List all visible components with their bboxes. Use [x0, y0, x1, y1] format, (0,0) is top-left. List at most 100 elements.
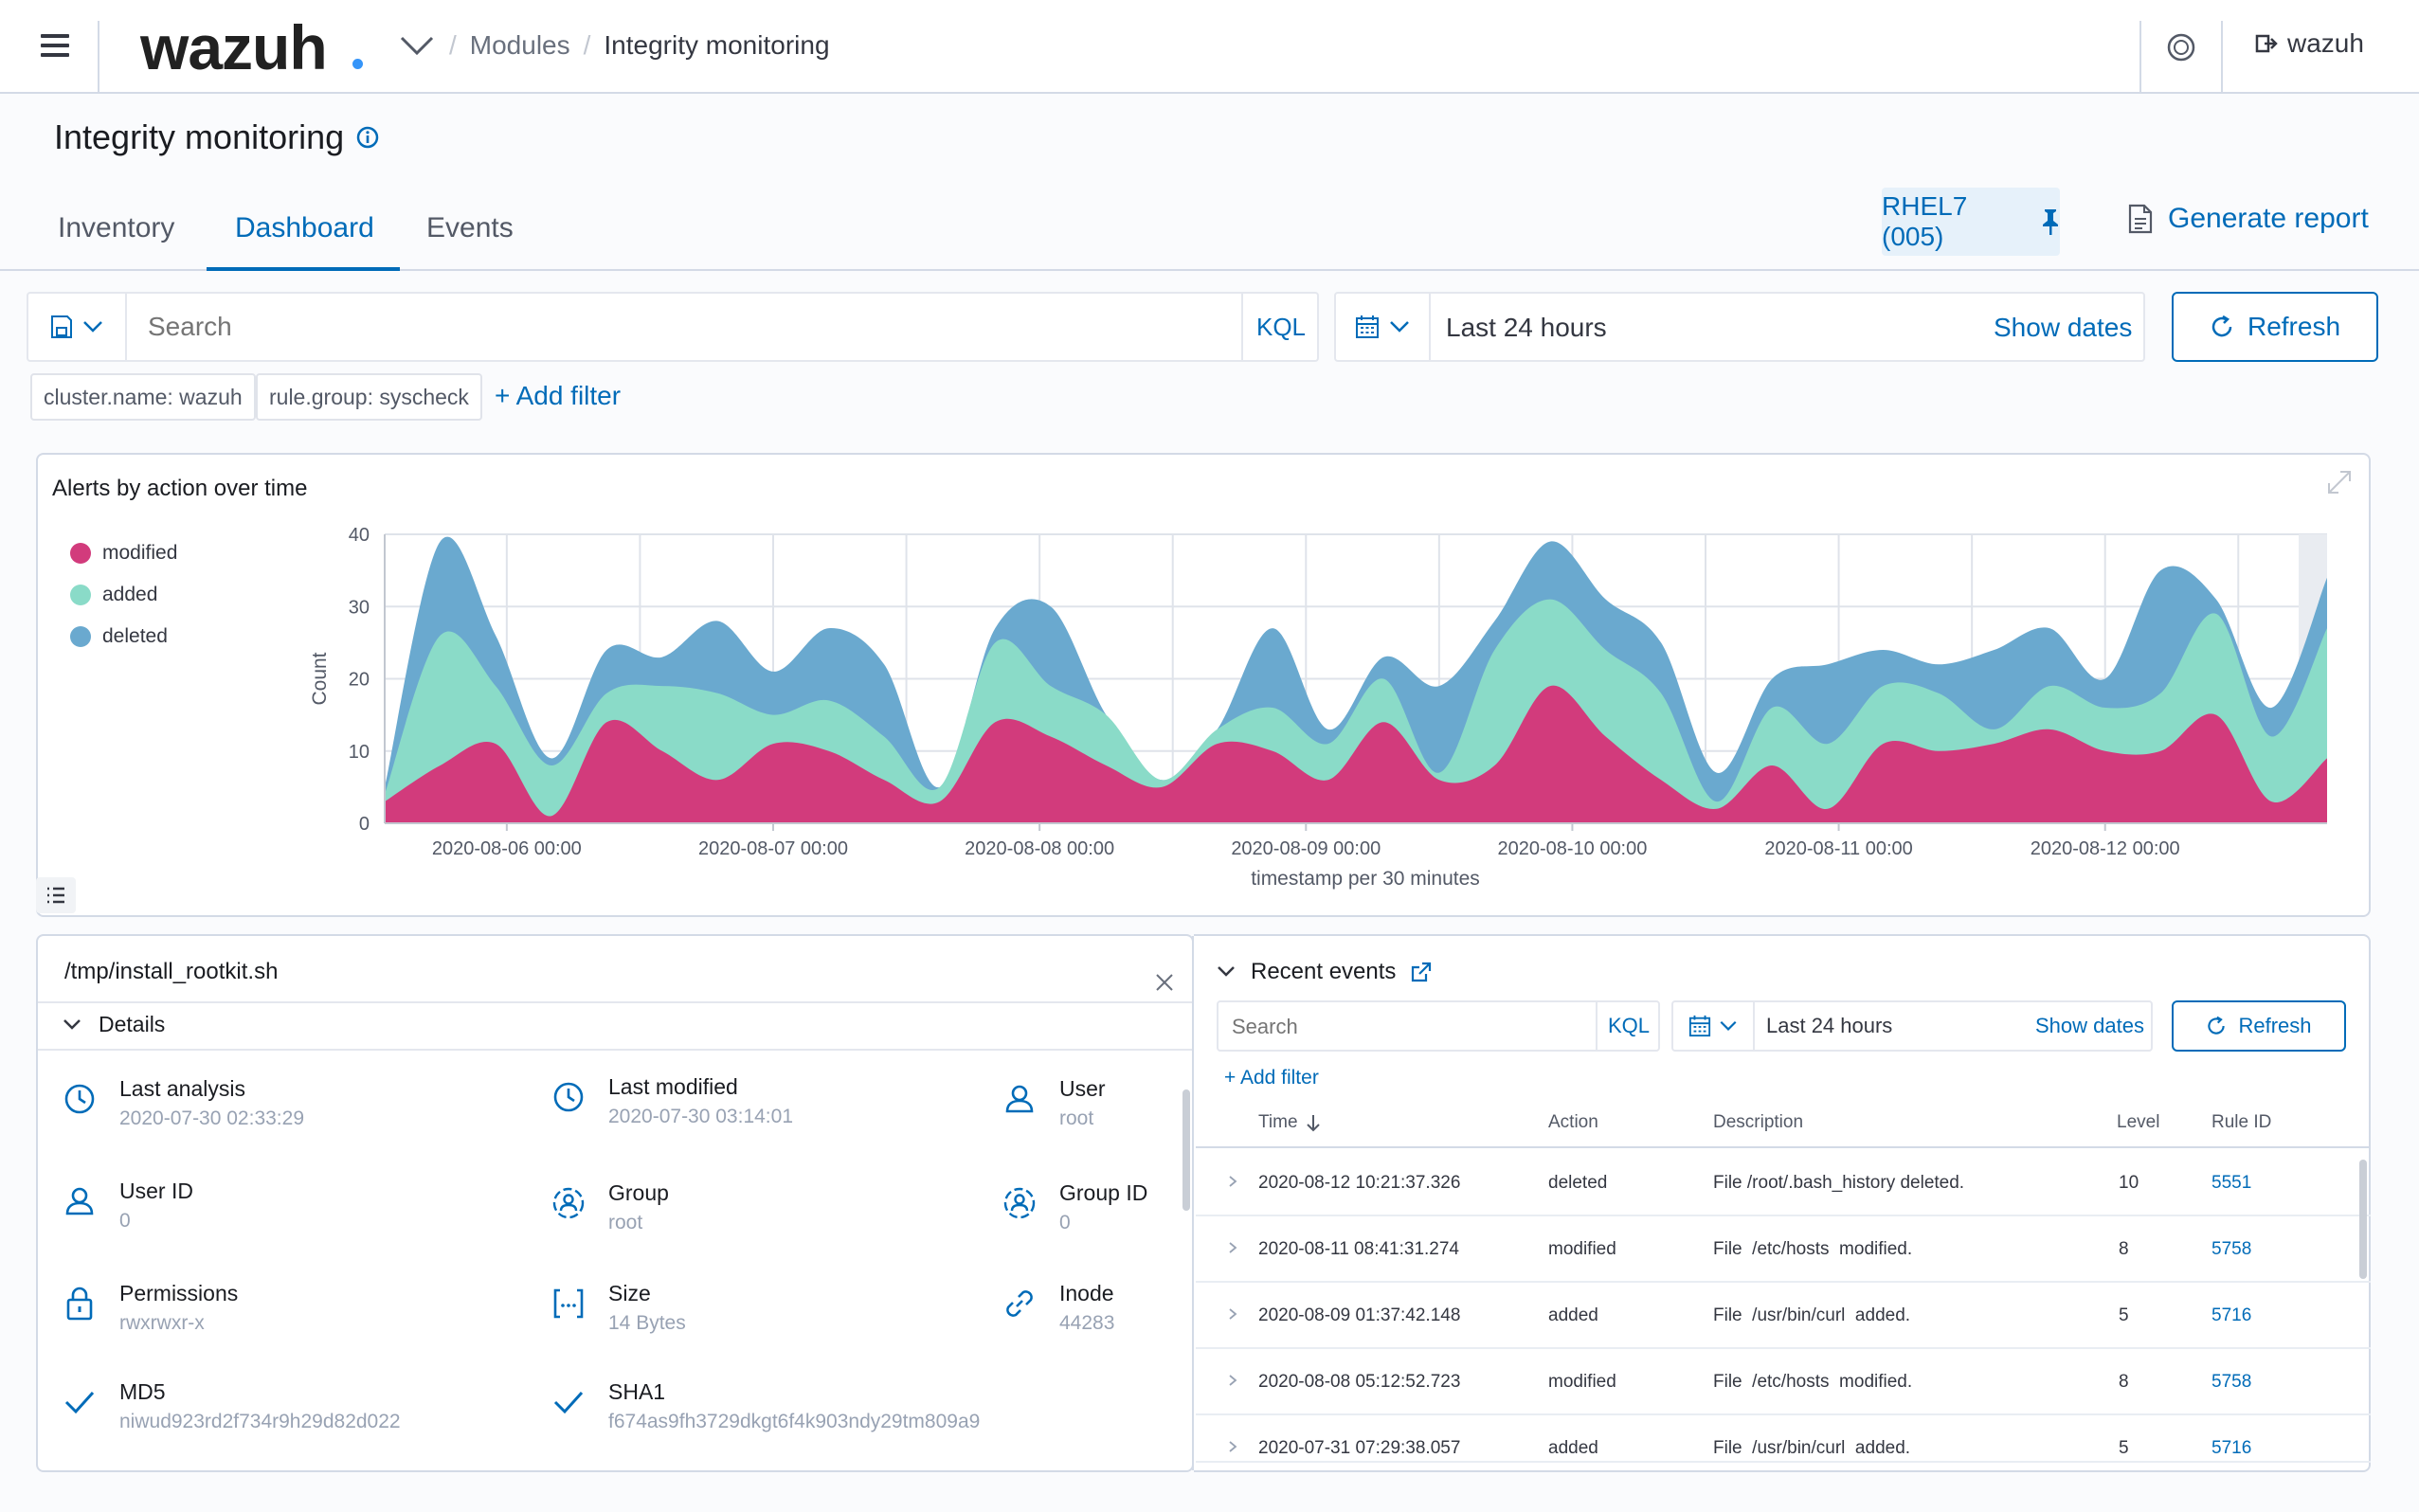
generate-report-button[interactable]: Generate report	[2128, 203, 2369, 235]
y-tick-label: 20	[349, 670, 370, 691]
col-level[interactable]: Level	[2117, 1112, 2160, 1132]
col-action[interactable]: Action	[1548, 1112, 1598, 1132]
cell-action: modified	[1548, 1372, 1616, 1392]
breadcrumb-modules[interactable]: Modules	[469, 30, 570, 60]
table-row[interactable]: 2020-08-12 10:21:37.326 deleted File /root…	[1196, 1150, 2371, 1216]
breadcrumb-current: Integrity monitoring	[604, 30, 830, 60]
tab-dashboard[interactable]: Dashboard	[235, 212, 374, 243]
recent-events-header[interactable]: Recent events	[1217, 959, 1432, 985]
file-details-panel	[36, 934, 1194, 1472]
cell-rule-id[interactable]: 5716	[2211, 1438, 2252, 1458]
group-icon	[552, 1187, 585, 1219]
y-tick-label: 30	[349, 597, 370, 618]
breadcrumb: / Modules / Integrity monitoring	[398, 30, 830, 61]
expand-row-chevron-icon[interactable]	[1228, 1374, 1237, 1387]
details-scrollbar[interactable]	[1182, 1089, 1190, 1211]
cell-rule-id[interactable]: 5758	[2211, 1372, 2252, 1392]
expand-row-chevron-icon[interactable]	[1228, 1175, 1237, 1188]
events-show-dates-link[interactable]: Show dates	[2035, 1014, 2144, 1037]
tabs-divider	[0, 269, 2419, 271]
cell-time: 2020-08-12 10:21:37.326	[1258, 1173, 1461, 1193]
divider	[2221, 21, 2223, 93]
details-accordion[interactable]: Details	[63, 1012, 165, 1037]
fullscreen-icon[interactable]	[2325, 468, 2354, 496]
filter-pill-rule-group[interactable]: rule.group: syscheck	[256, 373, 482, 421]
cell-rule-id[interactable]: 5758	[2211, 1239, 2252, 1259]
legend-item-modified[interactable]: modified	[70, 532, 177, 574]
events-search-bar: KQL	[1217, 1000, 1660, 1052]
events-quick-select-button[interactable]	[1673, 1002, 1755, 1050]
table-row[interactable]: 2020-08-09 01:37:42.148 added File /usr/bi…	[1196, 1283, 2371, 1349]
refresh-button[interactable]: Refresh	[2172, 292, 2378, 362]
info-icon[interactable]	[355, 125, 380, 150]
expand-row-chevron-icon[interactable]	[1228, 1307, 1237, 1321]
x-tick-label: 2020-08-07 00:00	[698, 838, 848, 859]
user-menu[interactable]: wazuh	[2255, 28, 2364, 59]
saved-queries-button[interactable]	[28, 294, 127, 360]
field-label: Permissions	[119, 1281, 239, 1305]
field-label: Last analysis	[119, 1076, 245, 1101]
search-input[interactable]	[148, 307, 1237, 347]
y-axis-title: Count	[309, 652, 331, 705]
events-refresh-button[interactable]: Refresh	[2172, 1000, 2346, 1052]
col-rule-id[interactable]: Rule ID	[2211, 1112, 2272, 1132]
field-value: 0	[1059, 1212, 1071, 1233]
legend-label: modified	[102, 542, 178, 564]
lock-icon	[66, 1287, 93, 1321]
show-dates-link[interactable]: Show dates	[1994, 313, 2133, 342]
field-label: Group ID	[1059, 1180, 1148, 1205]
close-icon[interactable]	[1154, 972, 1175, 993]
field-sha1: SHA1 f674as9fh3729dkgt6f4k903ndy29tm809a9	[550, 1379, 980, 1433]
tab-inventory[interactable]: Inventory	[58, 212, 175, 243]
table-row[interactable]: 2020-08-08 05:12:52.723 modified File /etc…	[1196, 1349, 2371, 1415]
legend-swatch	[70, 543, 91, 564]
time-range-label[interactable]: Last 24 hours	[1446, 313, 1607, 342]
legend-item-added[interactable]: added	[70, 574, 177, 616]
filter-pill-cluster[interactable]: cluster.name: wazuh	[30, 373, 256, 421]
events-kql-toggle[interactable]: KQL	[1596, 1002, 1660, 1050]
clock-icon	[553, 1082, 584, 1112]
expand-row-chevron-icon[interactable]	[1228, 1241, 1237, 1254]
col-description[interactable]: Description	[1713, 1112, 1804, 1132]
field-group-id: Group ID 0	[1001, 1180, 1147, 1234]
cell-action: deleted	[1548, 1173, 1608, 1193]
agent-pin-button[interactable]: RHEL7 (005)	[1882, 188, 2060, 256]
events-search-input[interactable]	[1232, 1012, 1573, 1042]
x-tick-label: 2020-08-10 00:00	[1497, 838, 1647, 859]
pin-icon	[2041, 207, 2060, 236]
legend-item-deleted[interactable]: deleted	[70, 616, 177, 657]
save-icon	[51, 315, 72, 338]
divider	[38, 1001, 1192, 1003]
sort-arrow-down-icon	[1306, 1115, 1320, 1132]
table-header-divider	[1196, 1146, 2371, 1148]
cell-rule-id[interactable]: 5551	[2211, 1173, 2252, 1193]
quick-select-button[interactable]	[1336, 294, 1431, 360]
field-label: MD5	[119, 1379, 166, 1404]
events-add-filter-link[interactable]: + Add filter	[1224, 1067, 1319, 1089]
breadcrumb-dropdown-icon[interactable]	[398, 34, 436, 57]
field-inode: Inode 44283	[1001, 1281, 1114, 1335]
table-row[interactable]: 2020-07-31 07:29:38.057 added File /usr/bi…	[1196, 1415, 2371, 1463]
tab-events[interactable]: Events	[426, 212, 514, 243]
field-last-modified: Last modified 2020-07-30 03:14:01	[550, 1074, 793, 1128]
help-icon[interactable]	[2166, 32, 2196, 63]
external-link-icon[interactable]	[1411, 962, 1432, 982]
kql-toggle[interactable]: KQL	[1241, 294, 1319, 360]
menu-button[interactable]	[27, 28, 89, 70]
expand-row-chevron-icon[interactable]	[1228, 1440, 1237, 1453]
chevron-down-icon	[1720, 1020, 1737, 1031]
table-row[interactable]: 2020-08-11 08:41:31.274 modified File /etc…	[1196, 1216, 2371, 1283]
col-time[interactable]: Time	[1258, 1112, 1321, 1133]
events-refresh-label: Refresh	[2238, 1014, 2312, 1037]
field-value: 44283	[1059, 1312, 1115, 1334]
add-filter-link[interactable]: + Add filter	[495, 381, 622, 410]
area-added	[385, 599, 2327, 823]
field-value: root	[608, 1212, 643, 1233]
field-value: 0	[119, 1210, 131, 1232]
cell-rule-id[interactable]: 5716	[2211, 1305, 2252, 1325]
field-label: Group	[608, 1180, 669, 1205]
logout-icon	[2255, 32, 2278, 55]
legend-toggle-button[interactable]	[36, 877, 76, 913]
events-time-range-label[interactable]: Last 24 hours	[1766, 1014, 1893, 1037]
events-scrollbar[interactable]	[2359, 1160, 2367, 1279]
